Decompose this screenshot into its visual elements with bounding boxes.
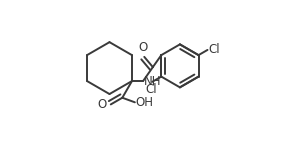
Text: OH: OH xyxy=(136,96,154,109)
Text: Cl: Cl xyxy=(208,43,220,56)
Text: O: O xyxy=(138,41,147,54)
Text: Cl: Cl xyxy=(146,83,157,96)
Text: O: O xyxy=(98,98,107,111)
Text: NH: NH xyxy=(143,75,161,88)
